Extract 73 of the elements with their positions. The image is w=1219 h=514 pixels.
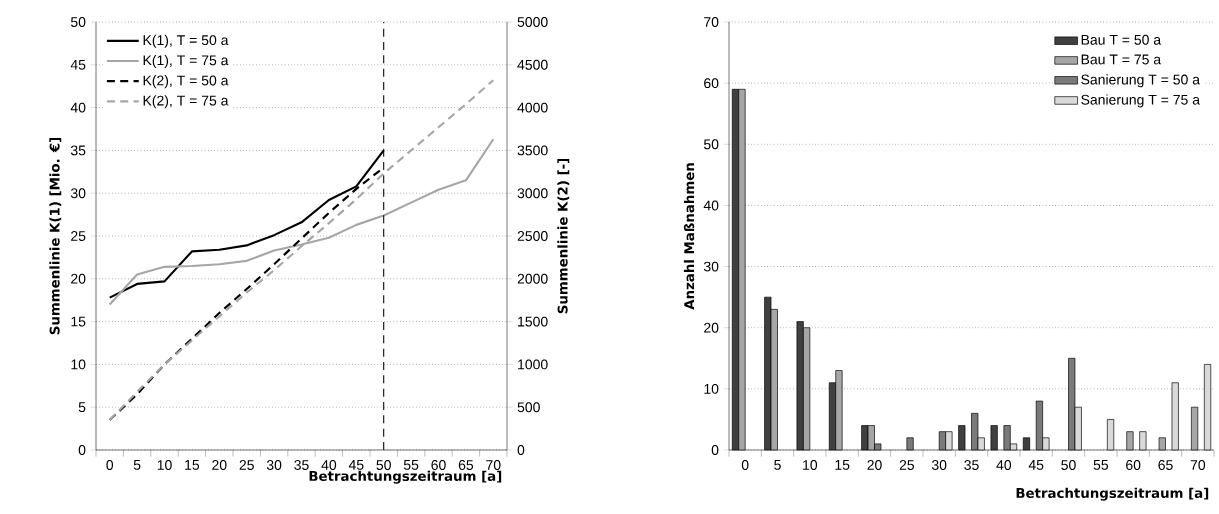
y-tick-label: 20 [704,322,719,333]
x-tick-label: 50 [376,460,391,470]
legend-label: Bau T = 75 a [1081,54,1162,65]
x-tick-label: 25 [239,460,254,470]
y-axis-title: Anzahl Maßnahmen [683,163,695,310]
x-tick-label: 30 [266,460,282,470]
x-tick-label: 0 [106,460,114,470]
y-tick-label: 10 [704,383,719,394]
y-tick-label: 15 [71,316,86,327]
y-tick-label: 20 [71,273,86,284]
y-tick-label: 40 [703,200,719,211]
legend-label: K(2), T = 75 a [143,95,229,109]
x-tick-label: 25 [899,460,915,470]
x-tick-label: 50 [1061,460,1076,470]
x-tick-label: 35 [294,460,309,470]
x-axis-title: Betrachtungszeitraum [a] [309,470,502,484]
y-tick-label: 0 [78,445,86,455]
x-tick-label: 5 [133,460,141,470]
x-tick-label: 5 [774,460,781,470]
y-tick-label: 30 [70,188,86,199]
x-tick-label: 20 [867,460,882,470]
y-tick-label: 10 [71,359,86,370]
y2-tick-label: 4000 [517,102,548,113]
x-tick-label: 40 [996,460,1012,470]
y-tick-label: 70 [704,17,719,27]
x-tick-label: 55 [1093,460,1109,470]
y2-tick-label: 3500 [517,145,548,156]
y-tick-label: 0 [711,445,719,455]
x-tick-label: 60 [1126,460,1141,470]
y-tick-label: 50 [70,17,86,27]
y2-tick-label: 0 [517,445,525,455]
y2-tick-label: 2500 [517,231,548,241]
y-tick-label: 40 [70,102,86,113]
x-tick-label: 45 [1028,460,1044,470]
y-tick-label: 5 [78,402,86,413]
x-tick-label: 45 [348,460,364,470]
x-tick-label: 20 [212,460,227,470]
y2-tick-label: 3000 [517,188,548,199]
legend-label: Sanierung T = 75 a [1081,94,1201,108]
x-tick-label: 15 [835,460,850,470]
y2-tick-label: 500 [517,402,540,413]
x-tick-label: 35 [964,460,979,470]
x-tick-label: 10 [803,460,818,470]
x-tick-label: 70 [1190,460,1206,470]
legend-label: K(1), T = 75 a [143,54,229,69]
x-tick-label: 70 [486,460,501,470]
y2-tick-label: 1500 [518,316,548,327]
x-tick-label: 0 [741,460,749,470]
y-tick-label: 35 [70,145,86,156]
x-tick-label: 30 [931,460,947,470]
y-tick-label: 45 [70,59,86,70]
x-tick-label: 65 [1158,460,1173,470]
y2-tick-label: 1000 [518,359,548,370]
y-axis-title: Summenlinie K(1) [Mio. €] [49,137,62,335]
x-tick-label: 40 [321,460,337,470]
y2-tick-label: 4500 [517,59,548,70]
y-tick-label: 30 [703,261,719,272]
y-tick-label: 25 [71,231,86,241]
y-tick-label: 60 [704,78,719,89]
y2-tick-label: 2000 [517,273,548,284]
legend-label: K(1), T = 50 a [143,34,229,48]
legend-label: Sanierung T = 50 a [1081,74,1201,88]
legend-label: Bau T = 50 a [1081,34,1162,45]
x-tick-label: 10 [157,460,172,470]
legend-label: K(2), T = 50 a [143,75,229,89]
x-axis-title: Betrachtungszeitraum [a] [1016,487,1209,501]
x-tick-label: 65 [458,460,474,470]
x-tick-label: 15 [185,460,200,470]
y2-tick-label: 5000 [517,17,548,27]
x-tick-label: 55 [403,460,419,470]
y-tick-label: 50 [703,139,719,150]
x-tick-label: 60 [431,460,446,470]
y2-axis-title: Summenlinie K(2) [-] [557,158,570,314]
